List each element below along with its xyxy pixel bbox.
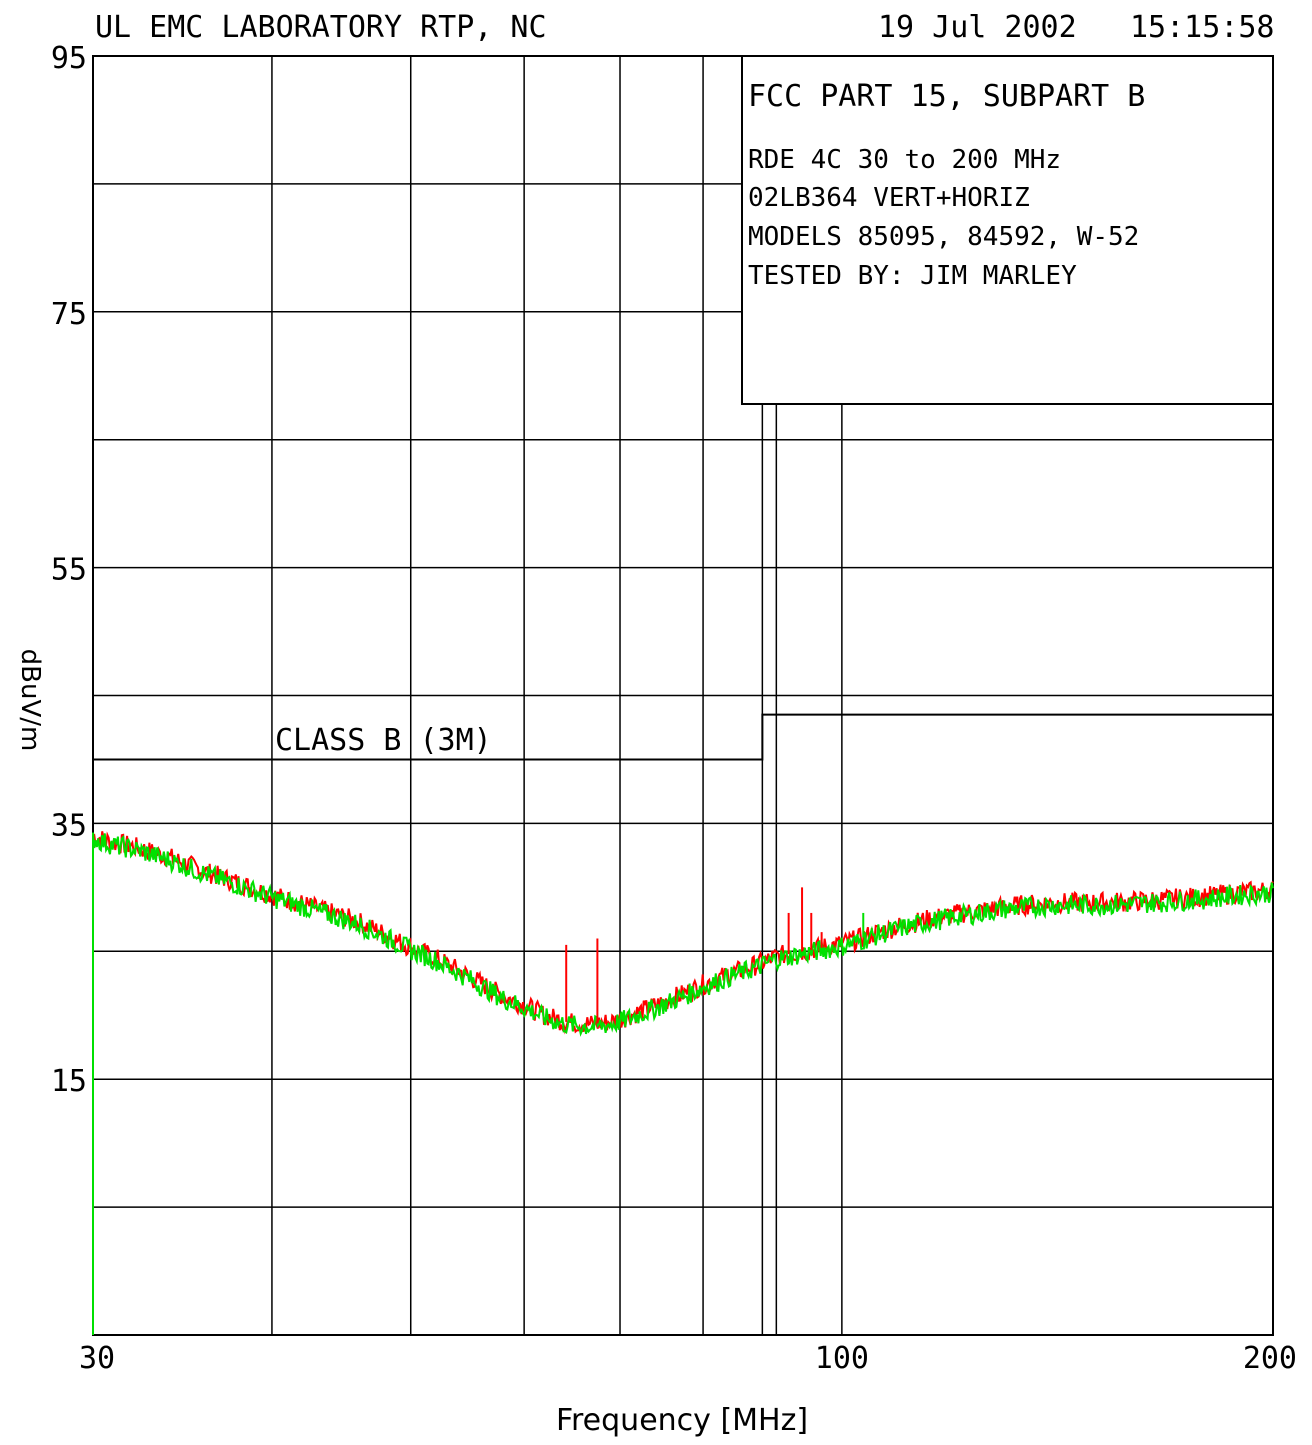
plot-frame bbox=[92, 55, 1274, 1336]
info-box-frame bbox=[741, 55, 1274, 405]
emission-traces bbox=[92, 831, 1274, 1335]
y-axis-label: dBuV/m bbox=[15, 649, 45, 752]
info-line-3: MODELS 85095, 84592, W-52 bbox=[748, 222, 1139, 252]
info-line-1: RDE 4C 30 to 200 MHz bbox=[748, 145, 1061, 175]
y-tick-label: 55 bbox=[51, 553, 87, 588]
x-tick-label: 30 bbox=[79, 1341, 115, 1376]
test-time: 15:15:58 bbox=[1130, 10, 1275, 45]
y-tick-label: 35 bbox=[51, 808, 87, 843]
test-date: 19 Jul 2002 bbox=[878, 10, 1077, 45]
y-tick-label: 95 bbox=[51, 41, 87, 76]
info-standard: FCC PART 15, SUBPART B bbox=[748, 79, 1145, 114]
info-line-2: 02LB364 VERT+HORIZ bbox=[748, 183, 1030, 213]
trace-series-2 bbox=[92, 832, 1274, 1335]
x-tick-label: 100 bbox=[815, 1341, 869, 1376]
class-b-limit-line bbox=[93, 713, 1273, 761]
y-tick-label: 15 bbox=[51, 1064, 87, 1099]
grid-lines bbox=[92, 56, 1274, 1335]
lab-title: UL EMC LABORATORY RTP, NC bbox=[95, 10, 547, 45]
info-line-4: TESTED BY: JIM MARLEY bbox=[748, 261, 1077, 291]
y-tick-label: 75 bbox=[51, 297, 87, 332]
limit-line-label: CLASS B (3M) bbox=[275, 723, 492, 758]
tick-labels: 15 35 55 75 95 30 100 200 bbox=[51, 41, 1297, 1376]
info-box: FCC PART 15, SUBPART B RDE 4C 30 to 200 … bbox=[741, 55, 1274, 405]
x-axis-label: Frequency [MHz] bbox=[556, 1403, 808, 1438]
x-tick-label: 200 bbox=[1243, 1341, 1297, 1376]
limit-line-path bbox=[93, 713, 1273, 761]
